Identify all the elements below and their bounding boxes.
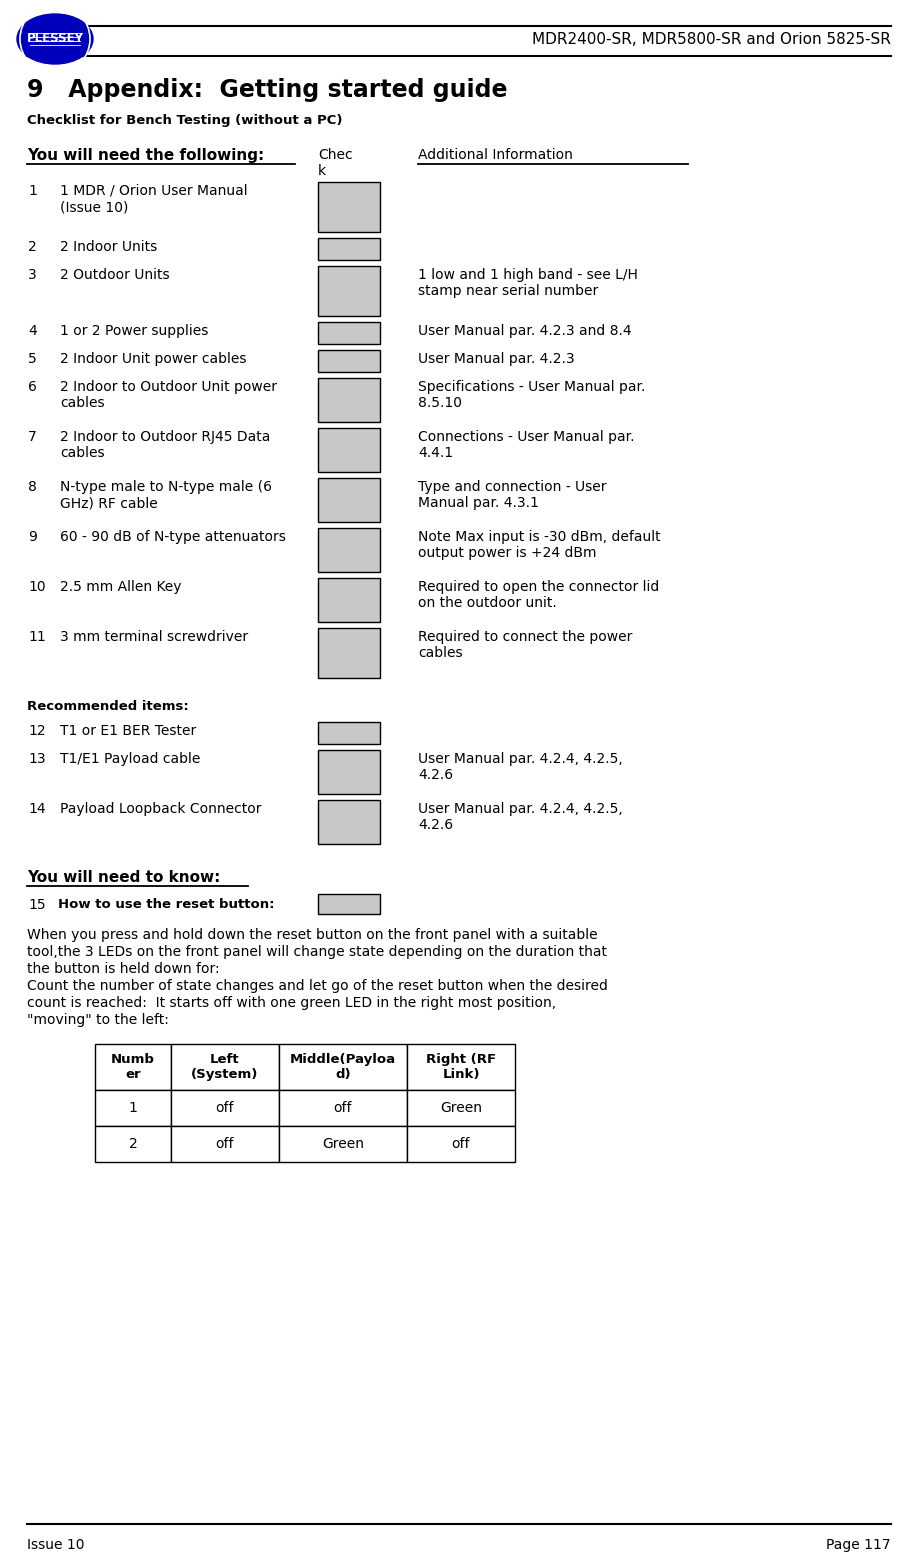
Text: 8: 8 [28, 481, 37, 493]
Bar [318, 478, 380, 521]
Text: 10: 10 [28, 579, 46, 594]
Text: 1 or 2 Power supplies: 1 or 2 Power supplies [60, 324, 208, 338]
Text: Right (RF
Link): Right (RF Link) [426, 1052, 496, 1081]
Text: How to use the reset button:: How to use the reset button: [58, 897, 274, 911]
Text: 9   Appendix:  Getting started guide: 9 Appendix: Getting started guide [27, 78, 508, 102]
Text: 14: 14 [28, 802, 46, 816]
Bar [318, 894, 380, 915]
Text: Note Max input is -30 dBm, default
output power is +24 dBm: Note Max input is -30 dBm, default outpu… [418, 529, 661, 561]
Text: Page 117: Page 117 [826, 1538, 891, 1552]
Text: 1: 1 [129, 1101, 138, 1115]
Text: the button is held down for:: the button is held down for: [27, 962, 219, 976]
Text: 11: 11 [28, 630, 46, 644]
Ellipse shape [17, 14, 93, 64]
Bar [318, 182, 380, 232]
Text: T1 or E1 BER Tester: T1 or E1 BER Tester [60, 723, 196, 738]
Text: 1: 1 [28, 183, 37, 197]
Bar [318, 528, 380, 572]
Bar [318, 628, 380, 678]
Bar [318, 722, 380, 744]
Bar [407, 1045, 515, 1090]
Bar [318, 349, 380, 373]
Bar [407, 1126, 515, 1162]
Bar [318, 578, 380, 622]
Text: Specifications - User Manual par.
8.5.10: Specifications - User Manual par. 8.5.10 [418, 381, 645, 410]
Bar [279, 1090, 407, 1126]
Bar [318, 266, 380, 316]
Text: count is reached:  It starts off with one green LED in the right most position,: count is reached: It starts off with one… [27, 996, 556, 1010]
Text: 15: 15 [28, 897, 46, 911]
Text: Recommended items:: Recommended items: [27, 700, 189, 713]
Text: When you press and hold down the reset button on the front panel with a suitable: When you press and hold down the reset b… [27, 929, 598, 943]
Bar [407, 1090, 515, 1126]
Text: off: off [216, 1101, 234, 1115]
Text: off: off [452, 1137, 470, 1151]
Bar [279, 1045, 407, 1090]
Text: Payload Loopback Connector: Payload Loopback Connector [60, 802, 262, 816]
Text: 2: 2 [129, 1137, 138, 1151]
Text: N-type male to N-type male (6
GHz) RF cable: N-type male to N-type male (6 GHz) RF ca… [60, 481, 272, 511]
Text: 7: 7 [28, 431, 37, 445]
Bar [95, 1045, 171, 1090]
Text: Issue 10: Issue 10 [27, 1538, 84, 1552]
Text: Green: Green [440, 1101, 482, 1115]
Text: User Manual par. 4.2.4, 4.2.5,
4.2.6: User Manual par. 4.2.4, 4.2.5, 4.2.6 [418, 802, 622, 832]
Text: 1 MDR / Orion User Manual
(Issue 10): 1 MDR / Orion User Manual (Issue 10) [60, 183, 248, 215]
Text: 60 - 90 dB of N-type attenuators: 60 - 90 dB of N-type attenuators [60, 529, 285, 543]
Text: Connections - User Manual par.
4.4.1: Connections - User Manual par. 4.4.1 [418, 431, 634, 460]
Text: User Manual par. 4.2.3: User Manual par. 4.2.3 [418, 352, 575, 366]
Bar [318, 428, 380, 471]
Text: 2 Indoor Unit power cables: 2 Indoor Unit power cables [60, 352, 247, 366]
Text: 2 Indoor to Outdoor Unit power
cables: 2 Indoor to Outdoor Unit power cables [60, 381, 277, 410]
Text: "moving" to the left:: "moving" to the left: [27, 1013, 169, 1027]
Bar [171, 1126, 279, 1162]
Text: Required to connect the power
cables: Required to connect the power cables [418, 630, 633, 661]
Text: Checklist for Bench Testing (without a PC): Checklist for Bench Testing (without a P… [27, 114, 342, 127]
Text: You will need the following:: You will need the following: [27, 149, 264, 163]
Text: You will need to know:: You will need to know: [27, 871, 220, 885]
Text: Chec: Chec [318, 149, 353, 161]
Bar [279, 1126, 407, 1162]
Bar [318, 323, 380, 345]
Bar [318, 377, 380, 421]
Text: 1 low and 1 high band - see L/H
stamp near serial number: 1 low and 1 high band - see L/H stamp ne… [418, 268, 638, 298]
Bar [171, 1045, 279, 1090]
Text: 2 Outdoor Units: 2 Outdoor Units [60, 268, 170, 282]
Text: Additional Information: Additional Information [418, 149, 573, 161]
Bar [318, 800, 380, 844]
Text: MDR2400-SR, MDR5800-SR and Orion 5825-SR: MDR2400-SR, MDR5800-SR and Orion 5825-SR [532, 31, 891, 47]
Text: off: off [216, 1137, 234, 1151]
Text: 5: 5 [28, 352, 37, 366]
Text: 2 Indoor Units: 2 Indoor Units [60, 240, 157, 254]
Bar [95, 1090, 171, 1126]
Text: 13: 13 [28, 752, 46, 766]
Text: 12: 12 [28, 723, 46, 738]
Text: 9: 9 [28, 529, 37, 543]
Bar [318, 238, 380, 260]
Text: k: k [318, 164, 326, 179]
Text: Left
(System): Left (System) [191, 1052, 259, 1081]
Text: off: off [334, 1101, 353, 1115]
Text: Green: Green [322, 1137, 364, 1151]
Text: 6: 6 [28, 381, 37, 395]
Text: T1/E1 Payload cable: T1/E1 Payload cable [60, 752, 200, 766]
Text: PLESSEY: PLESSEY [27, 33, 84, 45]
Bar [318, 750, 380, 794]
Text: 2: 2 [28, 240, 37, 254]
Text: Count the number of state changes and let go of the reset button when the desire: Count the number of state changes and le… [27, 979, 608, 993]
Text: tool,the 3 LEDs on the front panel will change state depending on the duration t: tool,the 3 LEDs on the front panel will … [27, 944, 607, 958]
Bar [95, 1126, 171, 1162]
Bar [171, 1090, 279, 1126]
Text: 3 mm terminal screwdriver: 3 mm terminal screwdriver [60, 630, 248, 644]
Text: 3: 3 [28, 268, 37, 282]
Text: User Manual par. 4.2.4, 4.2.5,
4.2.6: User Manual par. 4.2.4, 4.2.5, 4.2.6 [418, 752, 622, 781]
Text: 2 Indoor to Outdoor RJ45 Data
cables: 2 Indoor to Outdoor RJ45 Data cables [60, 431, 271, 460]
Text: Required to open the connector lid
on the outdoor unit.: Required to open the connector lid on th… [418, 579, 659, 611]
Text: Numb
er: Numb er [111, 1052, 155, 1081]
Text: 4: 4 [28, 324, 37, 338]
Text: Type and connection - User
Manual par. 4.3.1: Type and connection - User Manual par. 4… [418, 481, 607, 511]
Text: 2.5 mm Allen Key: 2.5 mm Allen Key [60, 579, 182, 594]
Text: Middle(Payloa
d): Middle(Payloa d) [290, 1052, 396, 1081]
Text: User Manual par. 4.2.3 and 8.4: User Manual par. 4.2.3 and 8.4 [418, 324, 632, 338]
